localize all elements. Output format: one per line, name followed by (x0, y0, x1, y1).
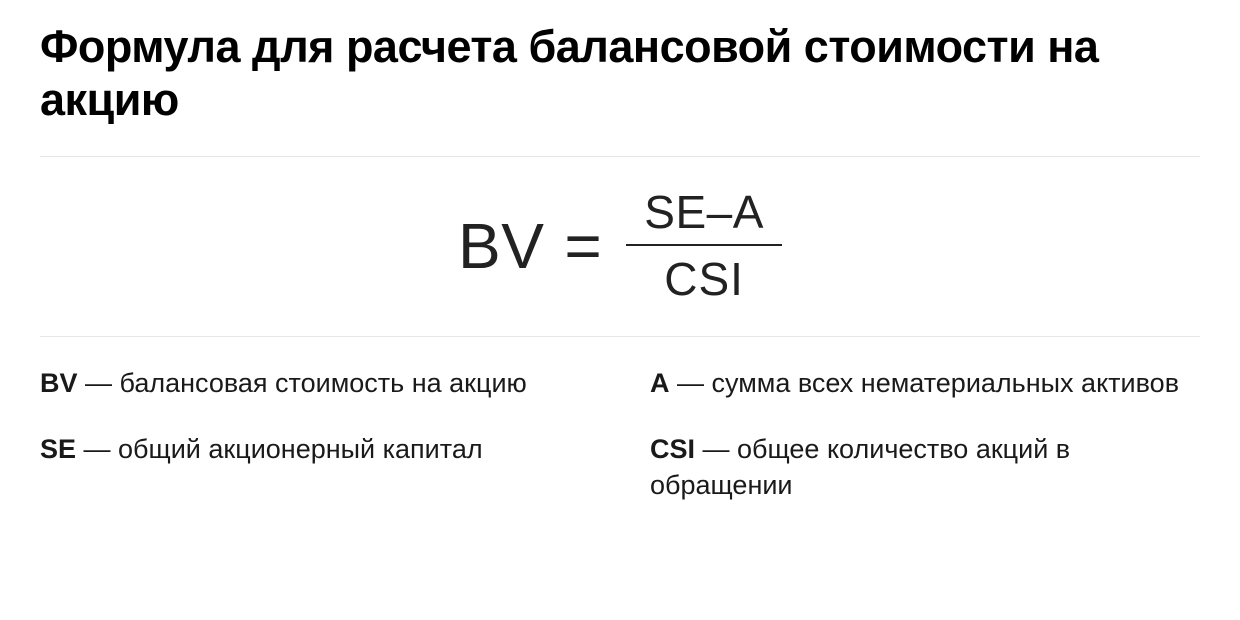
formula-fraction: SE–A CSI (626, 185, 782, 307)
legend-symbol: BV (40, 368, 78, 398)
legend-item-se: SE — общий акционерный капитал (40, 431, 590, 504)
legend-desc: — общее количество акций в обращении (650, 434, 1070, 500)
legend-symbol: SE (40, 434, 76, 464)
legend-desc: — сумма всех нематериальных активов (670, 368, 1180, 398)
formula-denominator: CSI (646, 246, 762, 307)
legend: BV — балансовая стоимость на акцию A — с… (40, 337, 1200, 504)
formula-equals: = (564, 209, 602, 283)
formula-numerator: SE–A (626, 185, 782, 244)
formula-region: BV = SE–A CSI (40, 157, 1200, 335)
legend-symbol: A (650, 368, 670, 398)
legend-item-bv: BV — балансовая стоимость на акцию (40, 365, 590, 401)
legend-symbol: CSI (650, 434, 695, 464)
legend-desc: — балансовая стоимость на акцию (78, 368, 527, 398)
legend-desc: — общий акционерный капитал (76, 434, 483, 464)
formula: BV = SE–A CSI (458, 185, 782, 307)
page-title: Формула для расчета балансовой стоимости… (40, 20, 1200, 126)
legend-item-a: A — сумма всех нематериальных активов (650, 365, 1200, 401)
legend-item-csi: CSI — общее количество акций в обращении (650, 431, 1200, 504)
formula-lhs: BV (458, 209, 544, 283)
